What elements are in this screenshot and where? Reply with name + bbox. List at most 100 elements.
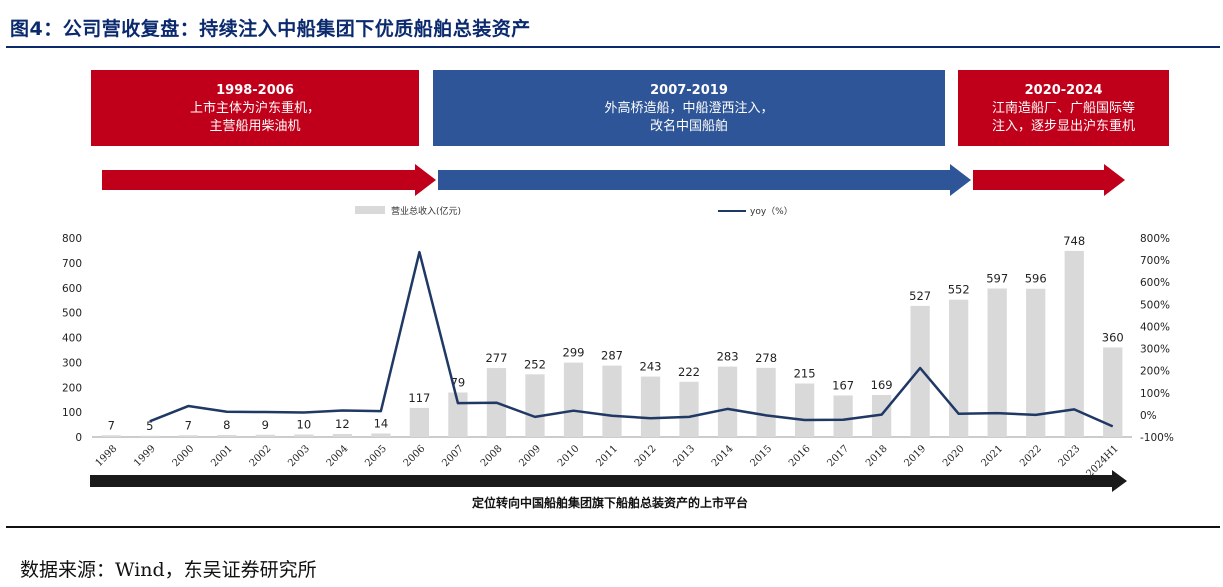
revenue-bar xyxy=(332,434,352,437)
left-axis-tick: 200 xyxy=(62,382,82,394)
bar-data-label: 299 xyxy=(563,346,585,360)
left-axis-tick: 800 xyxy=(62,233,82,245)
revenue-bar xyxy=(756,367,776,437)
platform-label: 定位转向中国船舶集团旗下船舶总装资产的上市平台 xyxy=(471,496,748,510)
right-axis-tick: 0% xyxy=(1140,410,1157,422)
bar-data-label: 5 xyxy=(146,419,153,433)
x-axis-tick: 2005 xyxy=(363,443,389,469)
bar-data-label: 252 xyxy=(524,357,546,371)
bar-data-label: 278 xyxy=(755,351,777,365)
phase-years: 2020-2024 xyxy=(1024,83,1103,98)
bar-data-label: 12 xyxy=(335,417,350,431)
bar-data-label: 8 xyxy=(223,418,230,432)
bottom-rule xyxy=(6,526,1220,528)
phase-box-2007-2019: 2007-2019 外高桥造船，中船澄西注入， 改名中国船舶 xyxy=(433,70,945,146)
x-axis-tick: 2023 xyxy=(1057,443,1083,469)
revenue-bar xyxy=(409,407,430,437)
x-axis-tick: 2021 xyxy=(980,443,1006,469)
x-axis-tick: 2014 xyxy=(710,443,736,469)
revenue-bar xyxy=(371,433,391,437)
phase-box-2020-2024: 2020-2024 江南造船厂、广船国际等 注入，逐步显出沪东重机 xyxy=(958,70,1169,146)
x-axis-tick: 1998 xyxy=(94,443,120,469)
x-axis-tick: 2015 xyxy=(748,443,774,469)
revenue-bar xyxy=(794,383,815,437)
left-axis-tick: 0 xyxy=(75,432,82,444)
revenue-bar xyxy=(563,362,584,437)
platform-arrow xyxy=(90,470,1127,492)
left-axis-tick: 500 xyxy=(62,308,82,320)
x-axis-tick: 2002 xyxy=(248,443,274,469)
phase-arrow-red-2 xyxy=(973,164,1125,196)
x-axis-tick: 2007 xyxy=(440,443,466,469)
x-axis-tick: 2016 xyxy=(787,443,813,469)
phase-years: 2007-2019 xyxy=(650,83,728,98)
phase-box-1998-2006: 1998-2006 上市主体为沪东重机， 主营船用柴油机 xyxy=(91,70,419,146)
x-axis-tick: 2006 xyxy=(402,443,428,469)
phase-arrow-red-1 xyxy=(102,164,436,196)
x-axis-tick: 2009 xyxy=(517,443,543,469)
bar-data-label: 7 xyxy=(185,418,192,432)
bar-data-label: 552 xyxy=(948,283,970,297)
right-axis-tick: 100% xyxy=(1140,388,1170,400)
right-axis-tick: 600% xyxy=(1140,277,1170,289)
x-axis-tick: 2020 xyxy=(941,443,967,469)
bar-data-label: 9 xyxy=(262,418,269,432)
x-axis-tick: 2003 xyxy=(286,443,312,469)
revenue-bar xyxy=(140,435,160,437)
revenue-bar xyxy=(987,288,1007,437)
revenue-bar xyxy=(101,435,121,437)
revenue-bar xyxy=(294,434,314,437)
phase-text: 外高桥造船，中船澄西注入， 改名中国船舶 xyxy=(604,101,774,134)
x-axis-tick: 2022 xyxy=(1018,443,1044,469)
revenue-bar xyxy=(525,374,545,437)
revenue-bar xyxy=(1026,288,1046,437)
yoy-line xyxy=(149,250,1114,428)
right-axis-tick: 400% xyxy=(1140,321,1170,333)
bar-data-label: 597 xyxy=(986,271,1008,285)
right-axis-tick: 800% xyxy=(1140,233,1170,245)
phase-text: 江南造船厂、广船国际等 注入，逐步显出沪东重机 xyxy=(991,101,1135,134)
left-axis-tick: 400 xyxy=(62,333,82,345)
x-axis-tick: 2001 xyxy=(209,443,235,469)
revenue-bar xyxy=(949,299,969,437)
phase-years: 1998-2006 xyxy=(216,83,294,98)
bar-data-label: 167 xyxy=(832,378,854,392)
bar-data-label: 169 xyxy=(871,378,893,392)
x-axis-tick: 2011 xyxy=(594,443,620,469)
bar-data-label: 748 xyxy=(1063,234,1085,248)
left-axis-tick: 600 xyxy=(62,283,82,295)
revenue-bar xyxy=(833,395,853,437)
x-axis-tick: 2010 xyxy=(556,443,582,469)
right-axis-tick: -100% xyxy=(1140,432,1174,444)
revenue-bar xyxy=(602,365,622,437)
x-axis-tick: 2017 xyxy=(825,443,851,469)
left-axis-tick: 300 xyxy=(62,357,82,369)
revenue-bar xyxy=(910,305,930,437)
revenue-bar xyxy=(1064,250,1084,437)
bar-data-label: 527 xyxy=(909,289,931,303)
bar-data-label: 215 xyxy=(794,367,816,381)
right-axis-tick: 200% xyxy=(1140,366,1170,378)
bar-data-label: 360 xyxy=(1102,330,1124,344)
legend-bar-label: 营业总收入(亿元) xyxy=(391,205,461,217)
bar-data-label: 283 xyxy=(717,350,739,364)
revenue-bar xyxy=(178,435,198,437)
right-axis-tick: 700% xyxy=(1140,255,1170,267)
title-rule xyxy=(6,46,1220,48)
x-axis-tick: 2008 xyxy=(479,443,505,469)
legend-bar-swatch xyxy=(355,206,385,214)
x-axis-tick: 2012 xyxy=(633,443,659,469)
x-axis-tick: 2018 xyxy=(864,443,890,469)
left-axis-tick: 700 xyxy=(62,258,82,270)
phase-text: 上市主体为沪东重机， 主营船用柴油机 xyxy=(189,101,320,134)
revenue-bar xyxy=(679,381,699,437)
source-note: 数据来源：Wind，东吴证券研究所 xyxy=(20,559,317,581)
x-axis-tick: 1999 xyxy=(132,443,158,469)
revenue-bar xyxy=(717,366,738,437)
legend-line-label: yoy（%） xyxy=(750,206,793,217)
figure-title: 图4：公司营收复盘：持续注入中船集团下优质船舶总装资产 xyxy=(10,18,531,40)
x-axis-tick: 2000 xyxy=(171,443,197,469)
bar-data-label: 287 xyxy=(601,349,623,363)
bar-data-label: 7 xyxy=(108,418,115,432)
phase-arrow-blue xyxy=(438,164,971,196)
